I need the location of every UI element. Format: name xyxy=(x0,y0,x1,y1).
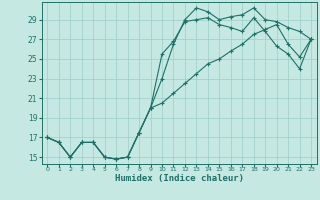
X-axis label: Humidex (Indice chaleur): Humidex (Indice chaleur) xyxy=(115,174,244,183)
